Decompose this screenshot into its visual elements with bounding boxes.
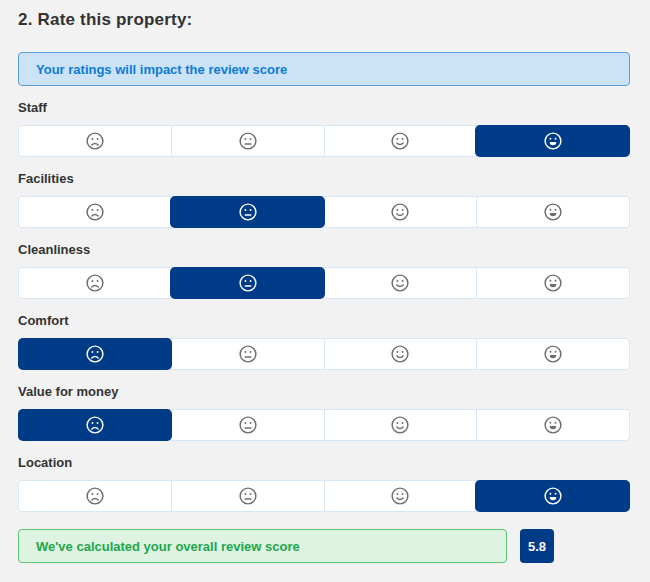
category-label-staff: Staff xyxy=(18,100,630,115)
smile-face-icon xyxy=(389,343,411,365)
rating-row-comfort xyxy=(18,338,630,370)
sad-face-icon xyxy=(84,201,106,223)
rating-location-2[interactable] xyxy=(171,481,324,511)
sad-face-icon xyxy=(84,414,106,436)
big-smile-face-icon xyxy=(542,130,564,152)
smile-face-icon xyxy=(389,130,411,152)
sad-face-icon xyxy=(84,343,106,365)
rating-categories: Staff Facilities Cleanliness Comfort Value f… xyxy=(18,100,630,512)
sad-face-icon xyxy=(84,485,106,507)
rating-value-for-money-2[interactable] xyxy=(171,410,324,440)
neutral-face-icon xyxy=(237,201,259,223)
category-label-cleanliness: Cleanliness xyxy=(18,242,630,257)
overall-score-value: 5.8 xyxy=(528,539,546,554)
overall-score-badge: 5.8 xyxy=(520,529,554,563)
rating-staff-3[interactable] xyxy=(324,126,477,156)
rating-comfort-4[interactable] xyxy=(476,339,629,369)
neutral-face-icon xyxy=(237,272,259,294)
rating-row-value-for-money xyxy=(18,409,630,441)
rating-facilities-3[interactable] xyxy=(324,197,477,227)
big-smile-face-icon xyxy=(542,201,564,223)
rating-staff-2[interactable] xyxy=(171,126,324,156)
rate-property-section: 2. Rate this property: Your ratings will… xyxy=(0,0,650,582)
rating-value-for-money-1[interactable] xyxy=(19,410,171,440)
smile-face-icon xyxy=(389,272,411,294)
rating-location-4[interactable] xyxy=(476,481,629,511)
result-banner-text: We've calculated your overall review sco… xyxy=(36,539,300,554)
big-smile-face-icon xyxy=(542,272,564,294)
rating-value-for-money-3[interactable] xyxy=(324,410,477,440)
neutral-face-icon xyxy=(237,485,259,507)
result-row: We've calculated your overall review sco… xyxy=(18,529,630,563)
smile-face-icon xyxy=(389,201,411,223)
rating-row-facilities xyxy=(18,196,630,228)
rating-location-1[interactable] xyxy=(19,481,171,511)
rating-location-3[interactable] xyxy=(324,481,477,511)
rating-facilities-2[interactable] xyxy=(171,197,324,227)
result-banner: We've calculated your overall review sco… xyxy=(18,529,507,563)
category-label-value-for-money: Value for money xyxy=(18,384,630,399)
big-smile-face-icon xyxy=(542,485,564,507)
rating-staff-4[interactable] xyxy=(476,126,629,156)
big-smile-face-icon xyxy=(542,414,564,436)
rating-cleanliness-1[interactable] xyxy=(19,268,171,298)
rating-comfort-1[interactable] xyxy=(19,339,171,369)
category-label-location: Location xyxy=(18,455,630,470)
rating-value-for-money-4[interactable] xyxy=(476,410,629,440)
smile-face-icon xyxy=(389,414,411,436)
rating-comfort-2[interactable] xyxy=(171,339,324,369)
rating-cleanliness-3[interactable] xyxy=(324,268,477,298)
neutral-face-icon xyxy=(237,343,259,365)
info-banner: Your ratings will impact the review scor… xyxy=(18,52,630,86)
smile-face-icon xyxy=(389,485,411,507)
neutral-face-icon xyxy=(237,414,259,436)
rating-cleanliness-2[interactable] xyxy=(171,268,324,298)
rating-cleanliness-4[interactable] xyxy=(476,268,629,298)
section-title: 2. Rate this property: xyxy=(18,10,630,30)
rating-comfort-3[interactable] xyxy=(324,339,477,369)
rating-row-cleanliness xyxy=(18,267,630,299)
category-label-comfort: Comfort xyxy=(18,313,630,328)
rating-facilities-4[interactable] xyxy=(476,197,629,227)
sad-face-icon xyxy=(84,272,106,294)
big-smile-face-icon xyxy=(542,343,564,365)
rating-facilities-1[interactable] xyxy=(19,197,171,227)
rating-row-location xyxy=(18,480,630,512)
sad-face-icon xyxy=(84,130,106,152)
neutral-face-icon xyxy=(237,130,259,152)
info-banner-text: Your ratings will impact the review scor… xyxy=(36,62,287,77)
rating-row-staff xyxy=(18,125,630,157)
rating-staff-1[interactable] xyxy=(19,126,171,156)
category-label-facilities: Facilities xyxy=(18,171,630,186)
